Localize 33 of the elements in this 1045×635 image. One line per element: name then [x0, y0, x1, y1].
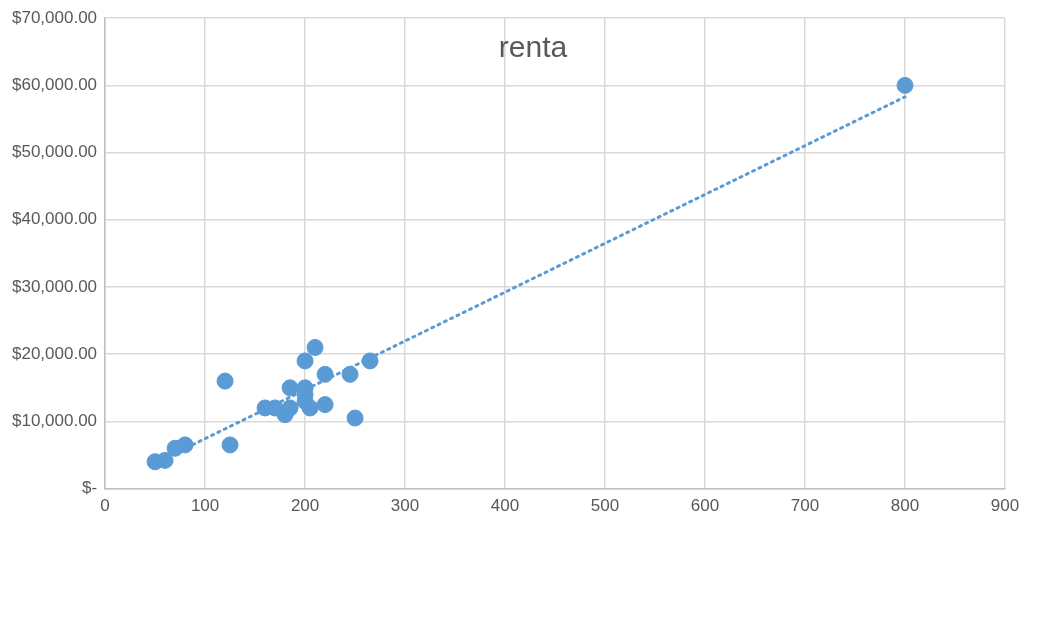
point [306, 338, 324, 356]
point [296, 352, 314, 370]
y-tick-label: $- [81, 478, 98, 498]
x-tick-label: 200 [290, 496, 320, 516]
x-tick-label: 300 [390, 496, 420, 516]
point [316, 365, 334, 383]
y-tick-label: $10,000.00 [11, 411, 98, 431]
y-tick-label: $60,000.00 [11, 75, 98, 95]
point [896, 76, 914, 94]
y-tick-label: $20,000.00 [11, 343, 98, 363]
point [281, 399, 299, 417]
point [221, 436, 239, 454]
point [341, 365, 359, 383]
point [301, 399, 319, 417]
x-tick-label: 600 [690, 496, 720, 516]
x-tick-label: 500 [590, 496, 620, 516]
y-tick-label: $40,000.00 [11, 209, 98, 229]
y-tick-label: $30,000.00 [11, 276, 98, 296]
x-tick-label: 900 [990, 496, 1020, 516]
point [281, 379, 299, 397]
point [216, 372, 234, 390]
x-tick-label: 700 [790, 496, 820, 516]
x-tick-label: 800 [890, 496, 920, 516]
point [316, 396, 334, 414]
x-tick-label: 100 [190, 496, 220, 516]
chart-title: renta [498, 30, 568, 64]
point [361, 352, 379, 370]
y-tick-label: $50,000.00 [11, 142, 98, 162]
y-tick-label: $70,000.00 [11, 7, 98, 27]
x-tick-label: 0 [100, 496, 110, 516]
point [346, 409, 364, 427]
x-tick-label: 400 [490, 496, 520, 516]
point [176, 436, 194, 454]
